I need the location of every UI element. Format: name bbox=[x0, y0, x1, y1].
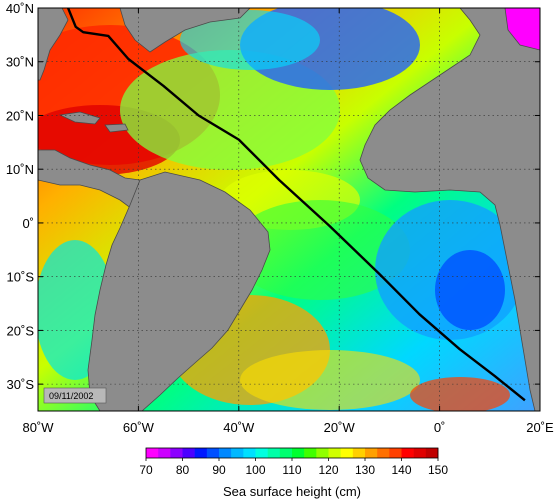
colorbar-tick-label-3: 100 bbox=[245, 463, 265, 477]
colorbar-swatch-7 bbox=[231, 448, 244, 458]
lat-tick-label-0: 40˚N bbox=[6, 1, 34, 16]
lon-tick-label-0: 80˚W bbox=[22, 420, 54, 435]
canada-land bbox=[119, 8, 251, 53]
colorbar-swatch-10 bbox=[267, 448, 281, 458]
ssh-angola-deep-blue bbox=[435, 250, 505, 330]
colorbar-swatch-1 bbox=[158, 448, 171, 458]
colorbar-swatch-21 bbox=[401, 448, 414, 458]
colorbar-title: Sea surface height (cm) bbox=[223, 484, 361, 499]
map-border bbox=[37, 7, 541, 412]
lon-tick-label-2: 40˚W bbox=[223, 420, 255, 435]
hispaniola-land bbox=[104, 123, 129, 133]
colorbar-tick-label-4: 110 bbox=[282, 463, 301, 477]
lat-tick-label-2: 20˚N bbox=[6, 108, 34, 123]
date-stamp-box bbox=[43, 387, 107, 404]
colorbar-swatch-14 bbox=[316, 448, 329, 458]
colorbar-tick-label-8: 150 bbox=[428, 463, 448, 477]
colorbar-swatch-18 bbox=[365, 448, 378, 458]
colorbar-swatch-9 bbox=[255, 448, 268, 458]
colorbar-swatch-20 bbox=[389, 448, 402, 458]
lat-tick-label-4: 0˚ bbox=[22, 216, 34, 231]
longitude-axis: 80˚W 60˚W 40˚W 20˚W 0˚ 20˚E bbox=[22, 8, 554, 435]
north-america-land bbox=[38, 8, 69, 81]
ssh-equatorial-green bbox=[230, 200, 410, 300]
south-america-land bbox=[87, 171, 271, 411]
colorbar-tick-label-6: 130 bbox=[355, 463, 375, 477]
land-masses bbox=[38, 8, 540, 411]
latitude-axis: 40˚N 30˚N 20˚N 10˚N 0˚ 10˚S 20˚S 30˚S bbox=[6, 1, 540, 392]
date-stamp: 09/11/2002 bbox=[43, 387, 107, 404]
colorbar-tick-label-0: 70 bbox=[139, 463, 153, 477]
ssh-north-cyan bbox=[180, 10, 320, 70]
colorbar-swatch-8 bbox=[243, 448, 256, 458]
lat-tick-label-3: 10˚N bbox=[6, 162, 34, 177]
colorbar-swatch-4 bbox=[194, 448, 208, 458]
colorbar: 70 80 90 100 110 120 130 140 150 bbox=[139, 447, 448, 477]
lat-tick-label-5: 10˚S bbox=[7, 270, 35, 285]
colorbar-tick-label-1: 80 bbox=[176, 463, 190, 477]
ssh-south-yellow bbox=[240, 350, 420, 410]
colorbar-swatch-11 bbox=[279, 448, 293, 458]
colorbar-swatch-0 bbox=[146, 448, 159, 458]
map-plot-area bbox=[38, 8, 540, 411]
date-stamp-text: 09/11/2002 bbox=[49, 391, 93, 401]
colorbar-tick-label-5: 120 bbox=[318, 463, 338, 477]
colorbar-swatch-19 bbox=[377, 448, 390, 458]
lon-tick-label-5: 20˚E bbox=[526, 420, 554, 435]
colorbar-swatch-5 bbox=[206, 448, 220, 458]
colorbar-tick-label-7: 140 bbox=[391, 463, 411, 477]
lat-tick-label-6: 20˚S bbox=[7, 323, 35, 338]
colorbar-swatch-3 bbox=[182, 448, 195, 458]
colorbar-swatch-15 bbox=[328, 448, 341, 458]
europe-land bbox=[504, 8, 540, 51]
lat-tick-label-1: 30˚N bbox=[6, 55, 34, 70]
colorbar-swatch-22 bbox=[413, 448, 427, 458]
colorbar-swatch-2 bbox=[170, 448, 183, 458]
colorbar-swatch-12 bbox=[292, 448, 305, 458]
lon-tick-label-3: 20˚W bbox=[324, 420, 356, 435]
colorbar-swatch-6 bbox=[219, 448, 232, 458]
colorbar-swatch-23 bbox=[425, 448, 439, 458]
cuba-land bbox=[58, 111, 101, 125]
ssh-southeast-red bbox=[410, 377, 510, 411]
lon-tick-label-4: 0˚ bbox=[434, 420, 446, 435]
colorbar-swatch-17 bbox=[352, 448, 366, 458]
colorbar-swatch-13 bbox=[304, 448, 317, 458]
africa-land bbox=[359, 8, 540, 411]
colorbar-tick-label-2: 90 bbox=[212, 463, 226, 477]
ship-track-line bbox=[66, 8, 526, 402]
lon-tick-label-1: 60˚W bbox=[123, 420, 155, 435]
lat-tick-label-7: 30˚S bbox=[7, 377, 35, 392]
colorbar-swatch-16 bbox=[340, 448, 354, 458]
